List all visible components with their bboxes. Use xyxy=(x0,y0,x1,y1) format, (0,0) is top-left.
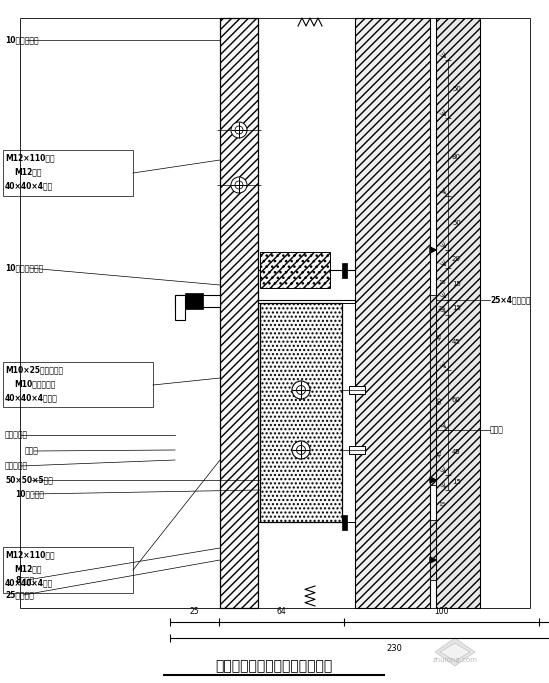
Text: 15: 15 xyxy=(438,503,446,507)
Circle shape xyxy=(231,177,247,193)
Bar xyxy=(3,547,133,593)
Bar xyxy=(355,18,430,608)
Text: 15: 15 xyxy=(438,281,446,285)
Text: 泡沫胶填充: 泡沫胶填充 xyxy=(5,462,28,471)
Text: 10厚钢垫板: 10厚钢垫板 xyxy=(15,490,44,499)
Text: M12螺母: M12螺母 xyxy=(14,167,42,176)
Text: 100: 100 xyxy=(434,607,449,616)
Polygon shape xyxy=(440,643,470,661)
Text: 10号槽钢连接件: 10号槽钢连接件 xyxy=(5,264,43,273)
Text: 80: 80 xyxy=(452,154,461,160)
Circle shape xyxy=(231,122,247,138)
Text: 60: 60 xyxy=(438,396,443,404)
Bar xyxy=(349,446,365,454)
Text: 45: 45 xyxy=(452,449,461,456)
Text: zhulong.com: zhulong.com xyxy=(433,657,478,663)
Bar xyxy=(3,150,133,196)
Bar xyxy=(175,295,185,320)
Text: 25: 25 xyxy=(189,607,199,616)
Bar xyxy=(342,263,347,278)
Circle shape xyxy=(292,381,310,399)
Text: 25: 25 xyxy=(438,305,446,311)
Circle shape xyxy=(296,385,305,395)
Bar xyxy=(436,18,480,608)
Text: 25×4防雷铁片: 25×4防雷铁片 xyxy=(490,296,530,305)
Text: 25厚霸晶石: 25厚霸晶石 xyxy=(5,591,34,600)
Text: 45: 45 xyxy=(452,339,461,346)
Text: 40×40×4垫片: 40×40×4垫片 xyxy=(5,182,53,191)
Bar xyxy=(349,386,365,394)
Bar xyxy=(175,295,220,307)
Text: 50: 50 xyxy=(452,220,461,226)
Polygon shape xyxy=(430,247,436,253)
Text: 45: 45 xyxy=(438,332,443,340)
Bar xyxy=(220,18,258,608)
Text: 60: 60 xyxy=(452,397,461,403)
Text: 50: 50 xyxy=(452,86,461,92)
Text: 10号槽钢立柱: 10号槽钢立柱 xyxy=(5,36,38,44)
Bar xyxy=(430,295,436,485)
Bar xyxy=(430,520,436,580)
Text: M12螺母: M12螺母 xyxy=(14,565,42,574)
Text: 15: 15 xyxy=(452,479,461,486)
Text: 15: 15 xyxy=(452,281,461,287)
Text: 15: 15 xyxy=(452,305,461,311)
Text: M10×25不锈钢螺栓: M10×25不锈钢螺栓 xyxy=(5,365,63,374)
Text: M12×110螺栓: M12×110螺栓 xyxy=(5,550,54,559)
Text: 不锈钢挂件: 不锈钢挂件 xyxy=(5,430,28,439)
Text: M10不锈钢螺母: M10不锈钢螺母 xyxy=(14,380,55,389)
Polygon shape xyxy=(430,557,436,563)
Circle shape xyxy=(296,445,305,454)
Text: 45: 45 xyxy=(438,449,443,457)
Text: 64: 64 xyxy=(276,607,286,616)
Bar xyxy=(185,293,203,309)
Text: 耐候胶: 耐候胶 xyxy=(25,447,39,456)
Text: M12×110螺栓: M12×110螺栓 xyxy=(5,154,54,163)
Text: 40×40×4方垫片: 40×40×4方垫片 xyxy=(5,393,58,402)
Circle shape xyxy=(235,126,243,134)
Circle shape xyxy=(235,181,243,189)
Bar xyxy=(260,252,330,288)
Bar xyxy=(342,515,347,530)
Text: 8厚钢板: 8厚钢板 xyxy=(15,576,34,585)
Polygon shape xyxy=(430,477,436,483)
Text: 230: 230 xyxy=(386,644,402,653)
Circle shape xyxy=(292,441,310,459)
Bar xyxy=(260,303,342,522)
Text: 霸晶骨: 霸晶骨 xyxy=(490,426,504,434)
Polygon shape xyxy=(435,638,475,666)
Text: 40×40×4垫片: 40×40×4垫片 xyxy=(5,579,53,587)
Text: 50×50×5角钢: 50×50×5角钢 xyxy=(5,475,53,484)
Text: 干挂石材竖向防雷主节点大样图: 干挂石材竖向防雷主节点大样图 xyxy=(215,659,333,673)
Bar xyxy=(3,362,153,407)
Text: 20: 20 xyxy=(452,256,461,262)
